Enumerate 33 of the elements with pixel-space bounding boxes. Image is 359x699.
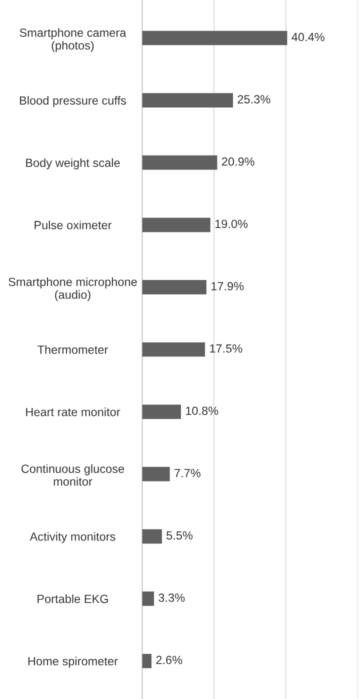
- data-label: 5.5%: [166, 531, 193, 540]
- bar: [142, 30, 288, 46]
- data-label: 25.3%: [238, 95, 270, 104]
- data-label: 17.5%: [210, 344, 242, 353]
- bar: [142, 155, 218, 170]
- bar: [142, 280, 206, 294]
- y-tick-label: Pulse oximeter: [34, 220, 112, 230]
- data-label: 2.6%: [156, 656, 182, 664]
- y-tick-label: Thermometer: [38, 345, 108, 354]
- bar: [142, 93, 233, 108]
- data-label: 10.8%: [186, 406, 218, 415]
- bar: [142, 654, 152, 668]
- bar: [142, 342, 205, 357]
- y-tick-label: Body weight scale: [26, 158, 120, 170]
- y-tick-label: Continuous glucose monitor: [21, 464, 124, 486]
- data-label: 19.0%: [215, 220, 248, 228]
- y-tick-label: Home spirometer: [28, 656, 118, 668]
- bar: [142, 218, 210, 232]
- bar: [142, 529, 162, 544]
- bar: [142, 404, 181, 419]
- y-tick-label: Smartphone camera (photos): [20, 28, 126, 52]
- data-label: 40.4%: [292, 32, 324, 42]
- data-label: 7.7%: [174, 468, 200, 478]
- bar: [142, 592, 154, 606]
- bar: [142, 466, 170, 482]
- y-tick-label: Activity monitors: [30, 532, 116, 544]
- y-tick-label: Heart rate monitor: [26, 408, 120, 416]
- y-tick-label: Blood pressure cuffs: [20, 96, 126, 108]
- data-label: 20.9%: [222, 157, 254, 166]
- y-tick-label: Smartphone microphone (audio): [8, 277, 137, 302]
- data-label: 17.9%: [211, 282, 244, 290]
- data-label: 3.3%: [158, 594, 185, 602]
- y-tick-label: Portable EKG: [38, 594, 108, 604]
